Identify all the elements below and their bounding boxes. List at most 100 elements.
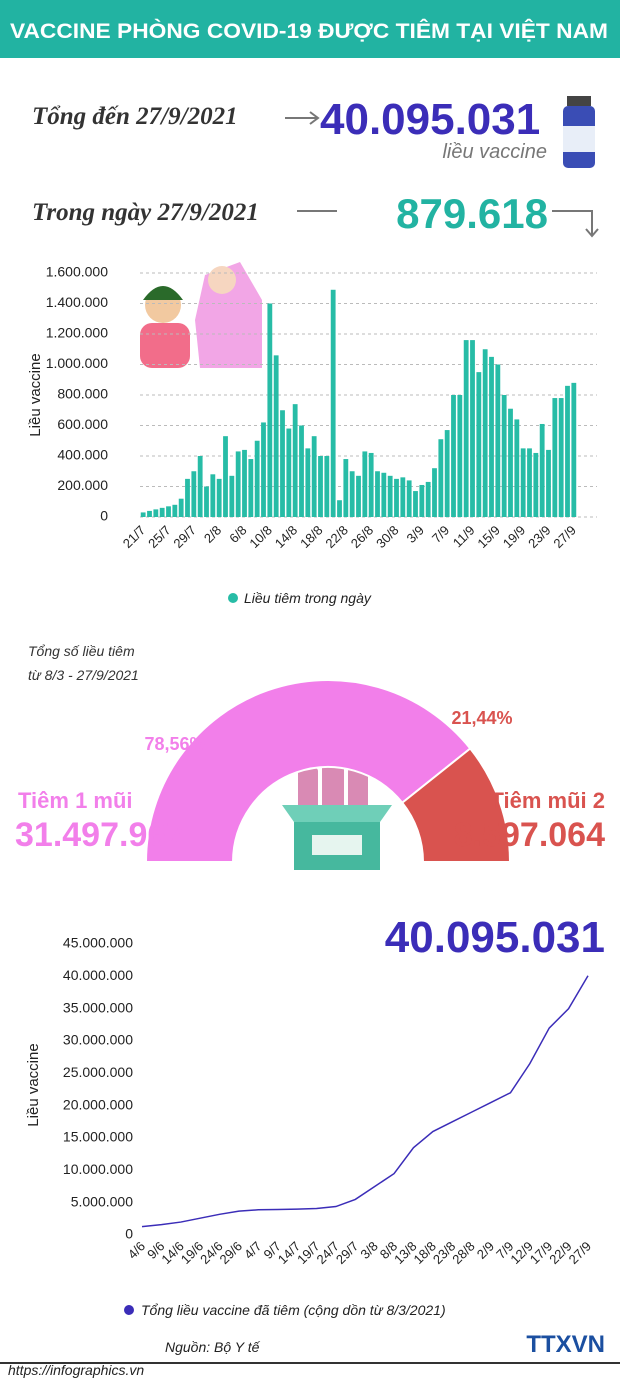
- y-axis-title: Liều vaccine: [25, 1043, 42, 1126]
- pie-slice: [144, 679, 472, 863]
- bar: [432, 468, 437, 517]
- bar: [394, 478, 399, 517]
- header-band: [0, 0, 620, 58]
- bar: [305, 448, 311, 517]
- bar: [546, 449, 551, 517]
- x-tick-label: 27/9: [566, 1239, 595, 1268]
- x-tick-label: 26/8: [348, 523, 377, 552]
- bar: [539, 423, 545, 517]
- x-tick-label: 22/8: [322, 523, 351, 552]
- x-tick-label: 19/9: [500, 523, 529, 552]
- bar: [261, 422, 266, 517]
- y-tick-label: 10.000.000: [63, 1161, 133, 1177]
- x-tick-label: 27/9: [550, 523, 579, 552]
- bar: [299, 425, 304, 517]
- annotation: 40.095.031: [385, 913, 605, 962]
- bar: [254, 440, 260, 517]
- y-tick-label: 5.000.000: [71, 1193, 133, 1209]
- footer-agency: TTXVN: [526, 1331, 605, 1358]
- bar: [153, 509, 159, 517]
- y-tick-label: 40.000.000: [63, 967, 133, 983]
- x-tick-label: 23/9: [525, 523, 554, 552]
- bar: [489, 356, 494, 517]
- legend-label: Liều tiêm trong ngày: [244, 590, 372, 606]
- day-label: Trong ngày 27/9/2021: [32, 199, 259, 226]
- y-tick-label: 45.000.000: [63, 935, 133, 951]
- bar: [267, 303, 273, 517]
- bar: [356, 475, 361, 517]
- bar: [451, 395, 456, 517]
- bar: [324, 456, 330, 517]
- slice-value: 31.497.967: [15, 816, 185, 854]
- x-tick-label: 21/7: [120, 523, 149, 552]
- pie-title: Tổng số liều tiêm: [28, 643, 135, 659]
- bar: [457, 395, 463, 517]
- bar: [482, 349, 488, 517]
- bar: [470, 340, 475, 517]
- x-tick-label: 29/6: [217, 1239, 246, 1268]
- bar: [375, 471, 380, 517]
- line: [141, 975, 589, 1228]
- legend-label: Tổng liều vaccine đã tiêm (cộng dồn từ 8…: [141, 1302, 446, 1318]
- bar: [514, 419, 520, 517]
- bar: [406, 480, 412, 517]
- bar: [280, 410, 285, 517]
- pie-subtitle: từ 8/3 - 27/9/2021: [28, 667, 139, 683]
- bar: [216, 478, 222, 517]
- y-tick-label: 1.000.000: [46, 355, 108, 371]
- slice-value: 8.597.064: [454, 816, 605, 854]
- y-tick-label: 20.000.000: [63, 1096, 133, 1112]
- bar: [204, 486, 209, 517]
- bar: [242, 449, 247, 517]
- legend-marker: [124, 1305, 134, 1315]
- bar: [368, 452, 374, 517]
- total: 40.095.031: [320, 95, 540, 144]
- bar: [508, 408, 513, 517]
- bar: [463, 340, 469, 517]
- bar: [419, 484, 425, 517]
- bar: [185, 478, 190, 517]
- x-tick-label: 11/9: [450, 523, 478, 551]
- bar: [444, 430, 450, 517]
- y-axis-title: Liều vaccine: [27, 353, 44, 436]
- y-tick-label: 25.000.000: [63, 1064, 133, 1080]
- bar: [223, 436, 228, 517]
- y-tick-label: 1.400.000: [46, 294, 108, 310]
- total-label: Tổng đến 27/9/2021: [32, 103, 238, 130]
- bar: [197, 456, 203, 517]
- bar: [248, 459, 254, 517]
- bar: [318, 456, 323, 517]
- bar: [425, 481, 431, 517]
- y-tick-label: 30.000.000: [63, 1032, 133, 1048]
- bar: [413, 491, 418, 517]
- bar: [520, 448, 526, 517]
- bar: [159, 507, 165, 517]
- y-tick-label: 1.600.000: [46, 264, 108, 280]
- bar: [292, 404, 298, 517]
- bar: [172, 504, 178, 517]
- y-tick-label: 400.000: [57, 447, 108, 463]
- x-tick-label: 25/7: [145, 523, 174, 552]
- y-tick-label: 35.000.000: [63, 999, 133, 1015]
- percent-label: 21,44%: [451, 708, 512, 728]
- vaccine-box: [282, 762, 392, 870]
- x-tick-label: 15/9: [474, 523, 503, 552]
- y-tick-label: 200.000: [57, 477, 108, 493]
- bar: [438, 439, 444, 517]
- slice-label: Tiêm 1 mũi: [18, 788, 133, 813]
- bar: [191, 471, 197, 517]
- bar: [235, 451, 241, 517]
- x-tick-label: 3/9: [404, 523, 427, 546]
- slice-label: Tiêm mũi 2: [490, 788, 605, 813]
- percent-label: 78,56%: [144, 734, 205, 754]
- bar: [533, 452, 539, 517]
- title: VACCINE PHÒNG COVID-19 ĐƯỢC TIÊM TẠI VIỆ…: [10, 19, 608, 43]
- vial-icon: [563, 96, 595, 168]
- x-tick-label: 2/8: [201, 523, 224, 546]
- x-tick-label: 7/9: [429, 523, 452, 546]
- bar: [311, 436, 317, 517]
- bar: [337, 500, 342, 517]
- x-tick-label: 6/8: [226, 523, 249, 546]
- arrow: [552, 210, 599, 238]
